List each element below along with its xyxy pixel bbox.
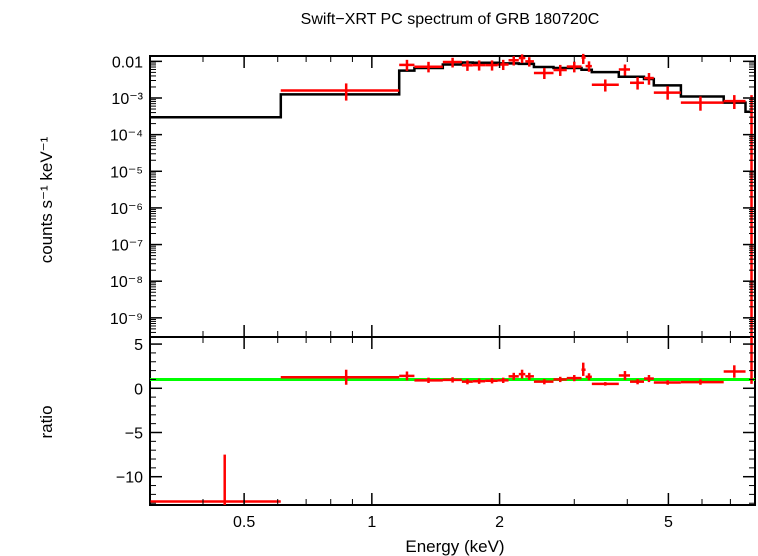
spectrum-data-point [581, 53, 586, 64]
ratio-data-point [723, 365, 746, 378]
spectrum-ytick-label: 10⁻⁷ [111, 238, 143, 255]
ratio-data-point [280, 369, 400, 385]
ratio-data-point [508, 372, 519, 380]
ratio-data-point [553, 376, 567, 383]
x-tick-label: 0.5 [233, 514, 255, 531]
x-tick-label: 1 [367, 514, 376, 531]
spectrum-ytick-label: 10⁻³ [111, 91, 143, 108]
x-axis-label: Energy (keV) [405, 537, 504, 556]
spectrum-frame [149, 55, 756, 338]
ratio-ytick-label: 5 [134, 337, 143, 354]
spectrum-data-point [399, 59, 415, 71]
ratio-data-point [644, 375, 654, 383]
spectrum-ytick-label: 10⁻⁴ [110, 128, 143, 145]
ratio-frame [149, 336, 756, 506]
x-tick-label: 2 [495, 514, 504, 531]
spectrum-data-point [472, 60, 486, 71]
ratio-ytick-label: 0 [134, 381, 143, 398]
ratio-data-point [630, 379, 645, 385]
top-y-axis-label: counts s⁻¹ keV⁻¹ [37, 136, 56, 263]
spectrum-data-point [644, 73, 654, 85]
spectrum-data-point [280, 83, 400, 101]
chart-title: Swift−XRT PC spectrum of GRB 180720C [301, 11, 600, 28]
spectrum-data-point [485, 60, 498, 71]
spectrum-data-point [461, 60, 473, 71]
ratio-data-point [497, 377, 509, 383]
spectrum-data-point [518, 54, 526, 64]
ratio-data-point [653, 380, 681, 385]
ratio-data-point [525, 372, 534, 380]
x-tick-label: 5 [664, 514, 673, 531]
ratio-data-point [680, 379, 724, 385]
ratio-ytick-label: −5 [125, 425, 143, 442]
spectrum-ytick-label: 10⁻⁹ [110, 311, 143, 328]
ratio-data-point [533, 379, 554, 385]
spectrum-data-point [653, 86, 681, 100]
ratio-data-point [150, 454, 281, 505]
spectrum-data-point [442, 57, 462, 68]
spectrum-data-point [680, 96, 724, 111]
ratio-data-point [591, 382, 619, 386]
ratio-data-point [585, 373, 592, 381]
ratio-ytick-label: −10 [116, 470, 143, 487]
ratio-data-point [566, 375, 582, 382]
spectrum-ytick-label: 10⁻⁶ [110, 201, 143, 218]
spectrum-panel: 0.01 10⁻³ 10⁻⁴ 10⁻⁵ 10⁻⁶ 10⁻⁷ 10⁻⁸ 10⁻⁹ [110, 53, 756, 338]
spectrum-data-point [618, 64, 631, 76]
spectrum-data-point [630, 77, 645, 90]
spectrum-data-point [553, 64, 567, 76]
spectrum-ytick-label: 10⁻⁵ [110, 164, 143, 181]
ratio-data-point [461, 379, 473, 385]
spectrum-ytick-label: 10⁻⁸ [110, 274, 143, 291]
spectrum-data-point [414, 61, 443, 73]
ratio-data-point [618, 371, 631, 380]
ratio-data-point [472, 378, 486, 384]
spectrum-data-point [508, 56, 519, 66]
spectrum-model-line [150, 61, 753, 119]
ratio-data-point [399, 371, 415, 381]
spectrum-data-point [723, 95, 746, 110]
spectrum-ytick-label: 0.01 [112, 54, 143, 71]
bottom-y-axis-label: ratio [37, 405, 56, 438]
ratio-data-point [485, 378, 498, 384]
spectrum-data-point [591, 79, 619, 92]
spectrum-data-point [525, 57, 534, 67]
ratio-data-point [414, 377, 443, 383]
ratio-data-point [442, 377, 462, 383]
ratio-panel: 5 0 −5 −10 0.5 1 2 5 [116, 336, 756, 531]
spectrum-data-point [533, 67, 554, 79]
spectrum-data-point [566, 61, 582, 73]
ratio-data-point [518, 369, 526, 379]
spectrum-data-point [585, 61, 592, 72]
ratio-data-point [581, 362, 586, 376]
